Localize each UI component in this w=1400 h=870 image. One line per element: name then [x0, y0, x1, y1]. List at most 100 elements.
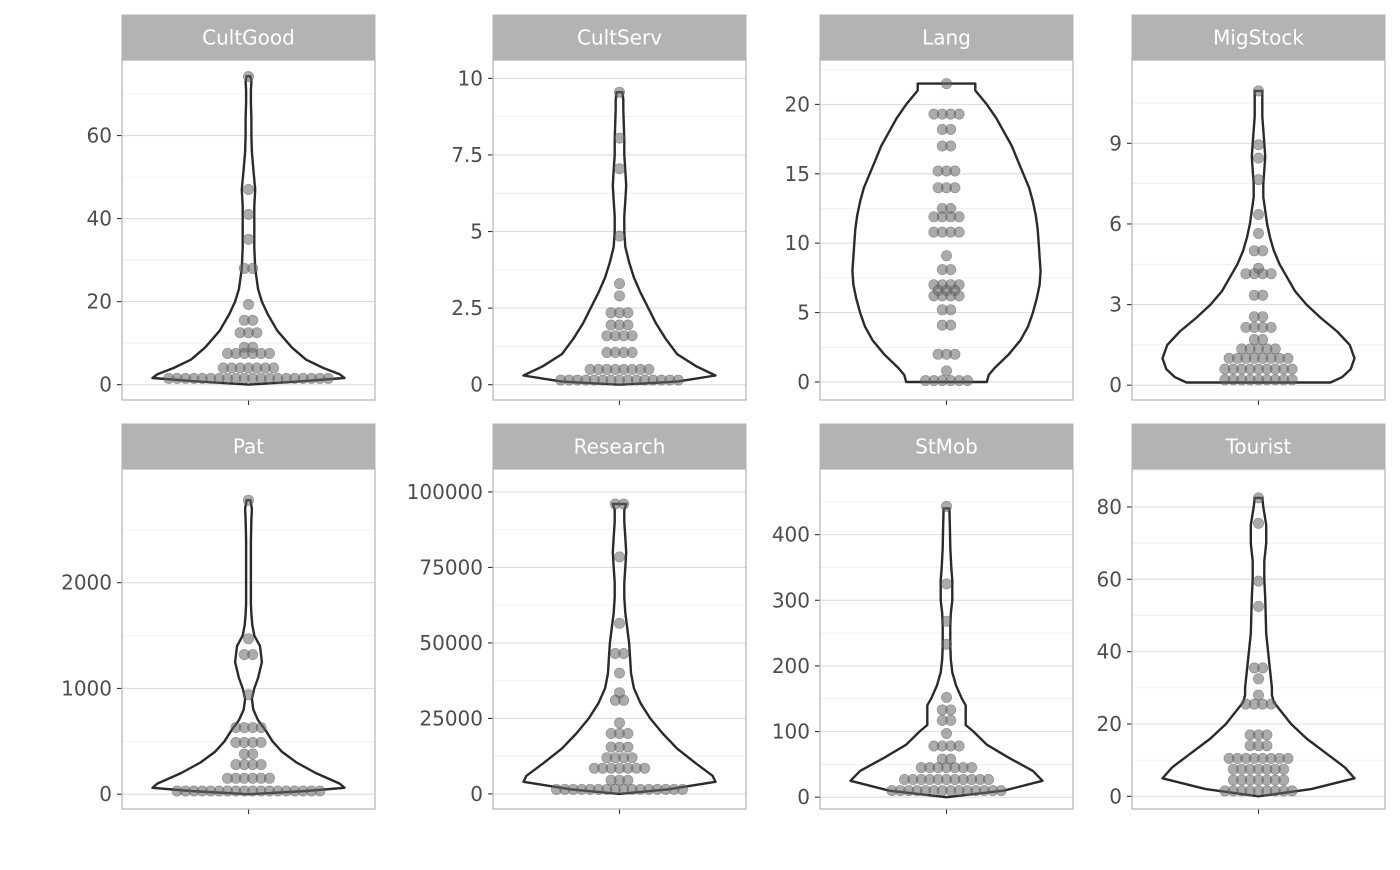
data-point — [1253, 600, 1265, 612]
data-point — [247, 262, 259, 274]
data-point — [1253, 85, 1265, 97]
data-point — [940, 250, 952, 262]
data-point — [1286, 374, 1298, 386]
y-tick-label: 100 — [772, 720, 810, 744]
facet-panel-lang: Lang 0 5 10 15 20 — [785, 14, 1074, 405]
y-tick-label: 75000 — [419, 555, 483, 579]
data-point — [1261, 729, 1273, 741]
data-point — [247, 314, 259, 326]
facet-strip — [1131, 423, 1386, 470]
facet-strip — [492, 423, 747, 470]
y-tick-label: 20 — [87, 290, 112, 314]
y-tick-label: 7.5 — [451, 143, 483, 167]
data-point — [613, 717, 625, 729]
facet-panel-tourist: Tourist 0 20 40 60 80 — [1097, 423, 1386, 814]
y-tick-label: 5 — [470, 220, 483, 244]
data-point — [613, 290, 625, 302]
y-tick-label: 0 — [99, 782, 112, 806]
facet-strip-label: Pat — [233, 435, 264, 459]
y-tick-label: 60 — [1097, 567, 1122, 591]
violin-outline — [151, 499, 346, 796]
data-point — [613, 667, 625, 679]
data-point — [243, 633, 255, 645]
data-point — [243, 184, 255, 196]
data-point — [1261, 740, 1273, 752]
y-tick-label: 0 — [1109, 784, 1122, 808]
data-point — [247, 748, 259, 760]
data-point — [672, 374, 684, 386]
data-point — [995, 785, 1007, 797]
data-point — [1257, 289, 1269, 301]
data-point — [953, 211, 965, 223]
data-point — [953, 108, 965, 120]
data-point — [953, 226, 965, 238]
data-point — [255, 722, 267, 734]
data-point — [1253, 152, 1265, 164]
data-point — [961, 375, 973, 387]
data-point — [949, 182, 961, 194]
data-point — [1282, 752, 1294, 764]
y-tick-label: 25000 — [419, 706, 483, 730]
data-point — [255, 736, 267, 748]
data-point — [263, 772, 275, 784]
facet-strip-label: Research — [574, 435, 666, 459]
y-tick-label: 20 — [1097, 712, 1122, 736]
data-point — [1286, 363, 1298, 375]
data-point — [949, 348, 961, 360]
y-tick-label: 10 — [458, 66, 483, 90]
y-tick-label: 200 — [772, 654, 810, 678]
data-point — [268, 362, 280, 374]
facet-strip-label: CultServ — [577, 26, 662, 50]
data-point — [251, 327, 263, 339]
data-point — [940, 365, 952, 377]
facet-strip-label: StMob — [915, 435, 978, 459]
data-point — [622, 319, 634, 331]
data-point — [1257, 245, 1269, 257]
data-point — [1253, 492, 1265, 504]
data-point — [1253, 673, 1265, 685]
data-point — [953, 740, 965, 752]
data-point — [243, 494, 255, 506]
data-point — [622, 774, 634, 786]
data-point — [945, 704, 957, 716]
panel-border — [121, 468, 376, 810]
facet-panel-stmob: StMob 0 100 200 300 400 — [772, 423, 1074, 814]
y-tick-label: 400 — [772, 523, 810, 547]
panel-border — [492, 468, 747, 810]
data-point — [613, 551, 625, 563]
panel-border — [1131, 59, 1386, 401]
facet-panel-migstock: MigStock 0 3 6 9 — [1109, 14, 1386, 405]
y-tick-label: 1000 — [61, 676, 112, 700]
data-point — [1265, 321, 1277, 333]
y-tick-label: 100000 — [407, 480, 483, 504]
data-point — [626, 346, 638, 358]
data-point — [243, 689, 255, 701]
data-point — [966, 762, 978, 774]
violin-outline — [849, 507, 1044, 799]
data-point — [255, 759, 267, 771]
facet-strip — [819, 14, 1074, 61]
data-point — [940, 638, 952, 650]
data-point — [940, 691, 952, 703]
y-tick-label: 0 — [99, 373, 112, 397]
y-tick-label: 40 — [1097, 640, 1122, 664]
data-point — [618, 498, 630, 510]
data-point — [676, 783, 688, 795]
facet-strip-label: Tourist — [1225, 435, 1292, 459]
data-point — [1257, 311, 1269, 323]
y-tick-label: 0 — [470, 782, 483, 806]
data-point — [940, 78, 952, 90]
data-point — [945, 123, 957, 135]
data-point — [982, 773, 994, 785]
data-point — [945, 319, 957, 331]
data-point — [243, 233, 255, 245]
y-tick-label: 80 — [1097, 495, 1122, 519]
data-point — [1253, 139, 1265, 151]
data-point — [613, 86, 625, 98]
data-point — [1253, 517, 1265, 529]
data-point — [1265, 698, 1277, 710]
data-point — [243, 71, 255, 83]
data-point — [626, 330, 638, 342]
data-point — [945, 264, 957, 276]
